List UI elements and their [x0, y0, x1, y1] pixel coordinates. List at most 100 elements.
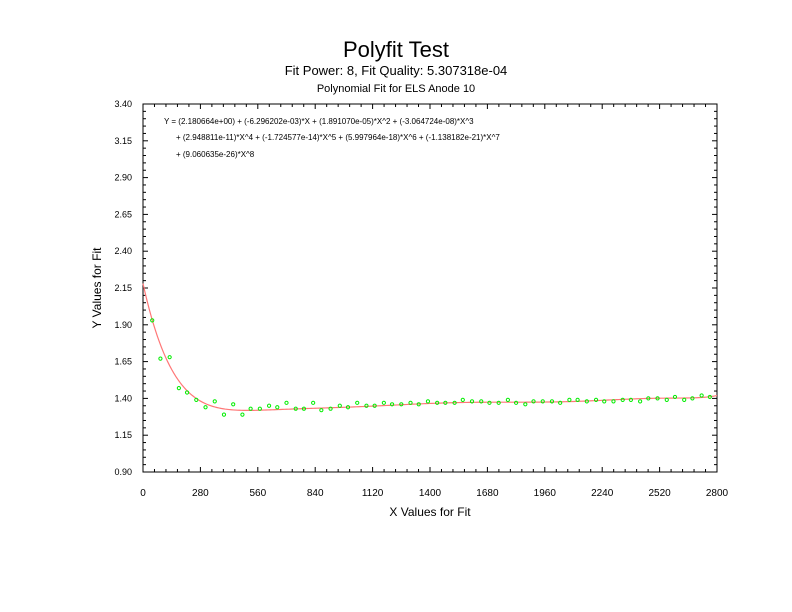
data-point — [469, 399, 475, 404]
x-tick-label: 1400 — [419, 488, 442, 499]
x-tick-label: 840 — [307, 488, 324, 499]
data-point — [443, 400, 448, 405]
equation-line-3: + (9.060635e-26)*X^8 — [176, 150, 255, 159]
plot-area-frame — [142, 103, 718, 473]
y-tick-label: 3.15 — [114, 136, 132, 146]
data-point — [584, 399, 589, 404]
x-tick-label: 1960 — [534, 488, 557, 499]
equation-line-1: Y = (2.180664e+00) + (-6.296202e-03)*X +… — [164, 117, 474, 126]
data-point — [672, 394, 678, 400]
chart-subtitle: Fit Power: 8, Fit Quality: 5.307318e-04 — [285, 63, 508, 78]
data-point — [275, 405, 280, 410]
data-point — [620, 397, 625, 402]
y-tick-label: 0.90 — [114, 467, 132, 477]
data-point — [293, 406, 298, 411]
data-point — [257, 406, 262, 411]
data-point — [284, 400, 289, 405]
data-point — [221, 412, 227, 417]
y-tick-label: 1.40 — [114, 393, 132, 403]
y-axis-label: Y Values for Fit — [90, 247, 104, 329]
data-point — [266, 403, 272, 408]
y-tick-labels: 0.90 1.15 1.40 1.65 1.90 2.15 2.40 2.65 2.90 3.15… — [114, 99, 132, 477]
data-point — [646, 396, 651, 401]
data-point — [372, 403, 377, 408]
y-tick-label: 2.90 — [114, 173, 132, 183]
data-point — [319, 408, 324, 413]
y-tick-label: 1.15 — [114, 430, 132, 440]
data-point — [435, 400, 440, 405]
x-tick-label: 2800 — [706, 488, 729, 499]
data-point — [638, 399, 643, 404]
data-point — [301, 406, 307, 411]
data-point — [416, 402, 421, 407]
data-point — [690, 396, 695, 401]
data-point — [452, 400, 457, 405]
data-point — [602, 399, 607, 404]
axis-ticks — [142, 103, 718, 473]
data-point — [479, 399, 484, 404]
data-point — [176, 385, 181, 391]
data-point — [593, 397, 599, 402]
data-point — [699, 393, 704, 398]
data-points-layer — [150, 318, 712, 417]
data-point — [655, 396, 660, 401]
data-point — [150, 318, 155, 323]
data-point — [567, 397, 572, 402]
data-point — [194, 397, 199, 402]
data-point — [248, 406, 253, 411]
data-point — [460, 397, 465, 402]
data-point — [628, 397, 634, 402]
data-point — [337, 403, 342, 408]
chart-title: Polyfit Test — [343, 37, 449, 62]
data-point — [345, 405, 351, 410]
y-tick-label: 3.40 — [114, 99, 132, 109]
fit-curve-layer — [142, 283, 718, 411]
data-point — [496, 400, 501, 405]
x-tick-label: 560 — [249, 488, 266, 499]
x-tick-label: 1120 — [362, 488, 384, 499]
data-point — [184, 390, 190, 395]
x-tick-label: 2240 — [591, 488, 614, 499]
data-point — [425, 399, 431, 404]
x-tick-label: 280 — [192, 488, 209, 499]
data-point — [389, 402, 395, 407]
y-tick-label: 1.65 — [114, 357, 132, 367]
x-tick-label: 0 — [140, 488, 146, 499]
y-tick-label: 1.90 — [114, 320, 132, 330]
data-point — [558, 400, 563, 405]
chart-subtitle-anode: Polynomial Fit for ELS Anode 10 — [317, 83, 475, 95]
data-point — [664, 397, 669, 402]
equation-line-2: + (2.948811e-11)*X^4 + (-1.724577e-14)*X… — [176, 133, 500, 142]
x-axis-label: X Values for Fit — [389, 505, 471, 519]
data-point — [575, 397, 580, 402]
data-point — [328, 406, 333, 411]
data-point — [167, 355, 172, 360]
data-point — [531, 399, 536, 404]
x-tick-label: 2520 — [648, 488, 671, 499]
data-point — [212, 399, 217, 404]
data-point — [505, 397, 510, 402]
data-point — [311, 400, 316, 405]
data-point — [231, 402, 236, 407]
data-point — [158, 356, 163, 361]
y-tick-label: 2.65 — [114, 209, 132, 219]
data-point — [540, 399, 545, 404]
x-tick-labels: 0 280 560 840 1120 1400 1680 1960 2240 2520 2800 — [140, 488, 728, 499]
data-point — [203, 405, 208, 410]
data-point — [355, 400, 360, 405]
data-point — [240, 412, 245, 417]
y-tick-label: 2.15 — [114, 283, 132, 293]
data-point — [611, 399, 616, 404]
y-tick-label: 2.40 — [114, 246, 132, 256]
data-point — [707, 394, 712, 400]
data-point — [682, 397, 687, 402]
fit-curve-line — [142, 283, 718, 411]
data-point — [381, 400, 386, 405]
data-point — [408, 400, 413, 405]
data-point — [399, 402, 404, 407]
data-point — [514, 400, 519, 405]
data-point — [523, 402, 528, 407]
data-point — [364, 403, 369, 408]
data-point — [549, 399, 555, 404]
